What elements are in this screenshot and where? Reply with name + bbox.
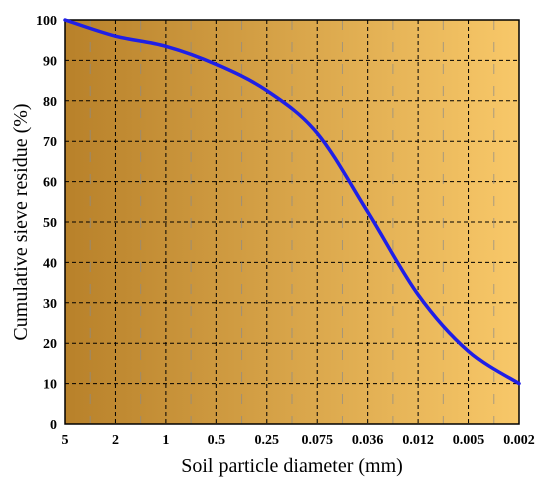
y-tick-label: 20 (43, 337, 57, 352)
series-layer (63, 18, 521, 386)
x-tick-label: 1 (162, 433, 169, 448)
x-tick-label: 0.012 (402, 433, 434, 448)
x-axis-title: Soil particle diameter (mm) (181, 455, 403, 477)
plot-frame (64, 19, 520, 425)
y-tick-label: 70 (43, 135, 57, 150)
x-tick-label: 5 (62, 433, 69, 448)
y-tick-label: 100 (36, 14, 57, 29)
y-tick-label: 30 (43, 297, 57, 312)
y-tick-label: 60 (43, 176, 57, 191)
x-tick-label: 0.036 (352, 433, 384, 448)
y-tick-label: 90 (43, 54, 57, 69)
y-tick-labels: 0 10 20 30 40 50 60 70 80 90 100 (36, 14, 57, 433)
x-tick-label: 2 (112, 433, 119, 448)
x-tick-label: 0.075 (301, 433, 333, 448)
y-tick-label: 40 (43, 256, 57, 271)
y-tick-label: 50 (43, 216, 57, 231)
x-tick-label: 0.5 (208, 433, 226, 448)
minor-grid-lines (89, 20, 495, 424)
y-tick-label: 10 (43, 378, 57, 393)
x-tick-label: 0.25 (255, 433, 280, 448)
y-tick-label: 0 (50, 418, 57, 433)
x-tick-label: 0.005 (453, 433, 485, 448)
y-tick-label: 80 (43, 95, 57, 110)
x-tick-labels: 5 2 1 0.5 0.25 0.075 0.036 0.012 0.005 0.002 (62, 433, 535, 448)
series-line (63, 18, 521, 386)
y-axis-title: Cumulative sieve residue (%) (10, 103, 32, 340)
x-tick-label: 0.002 (503, 433, 535, 448)
